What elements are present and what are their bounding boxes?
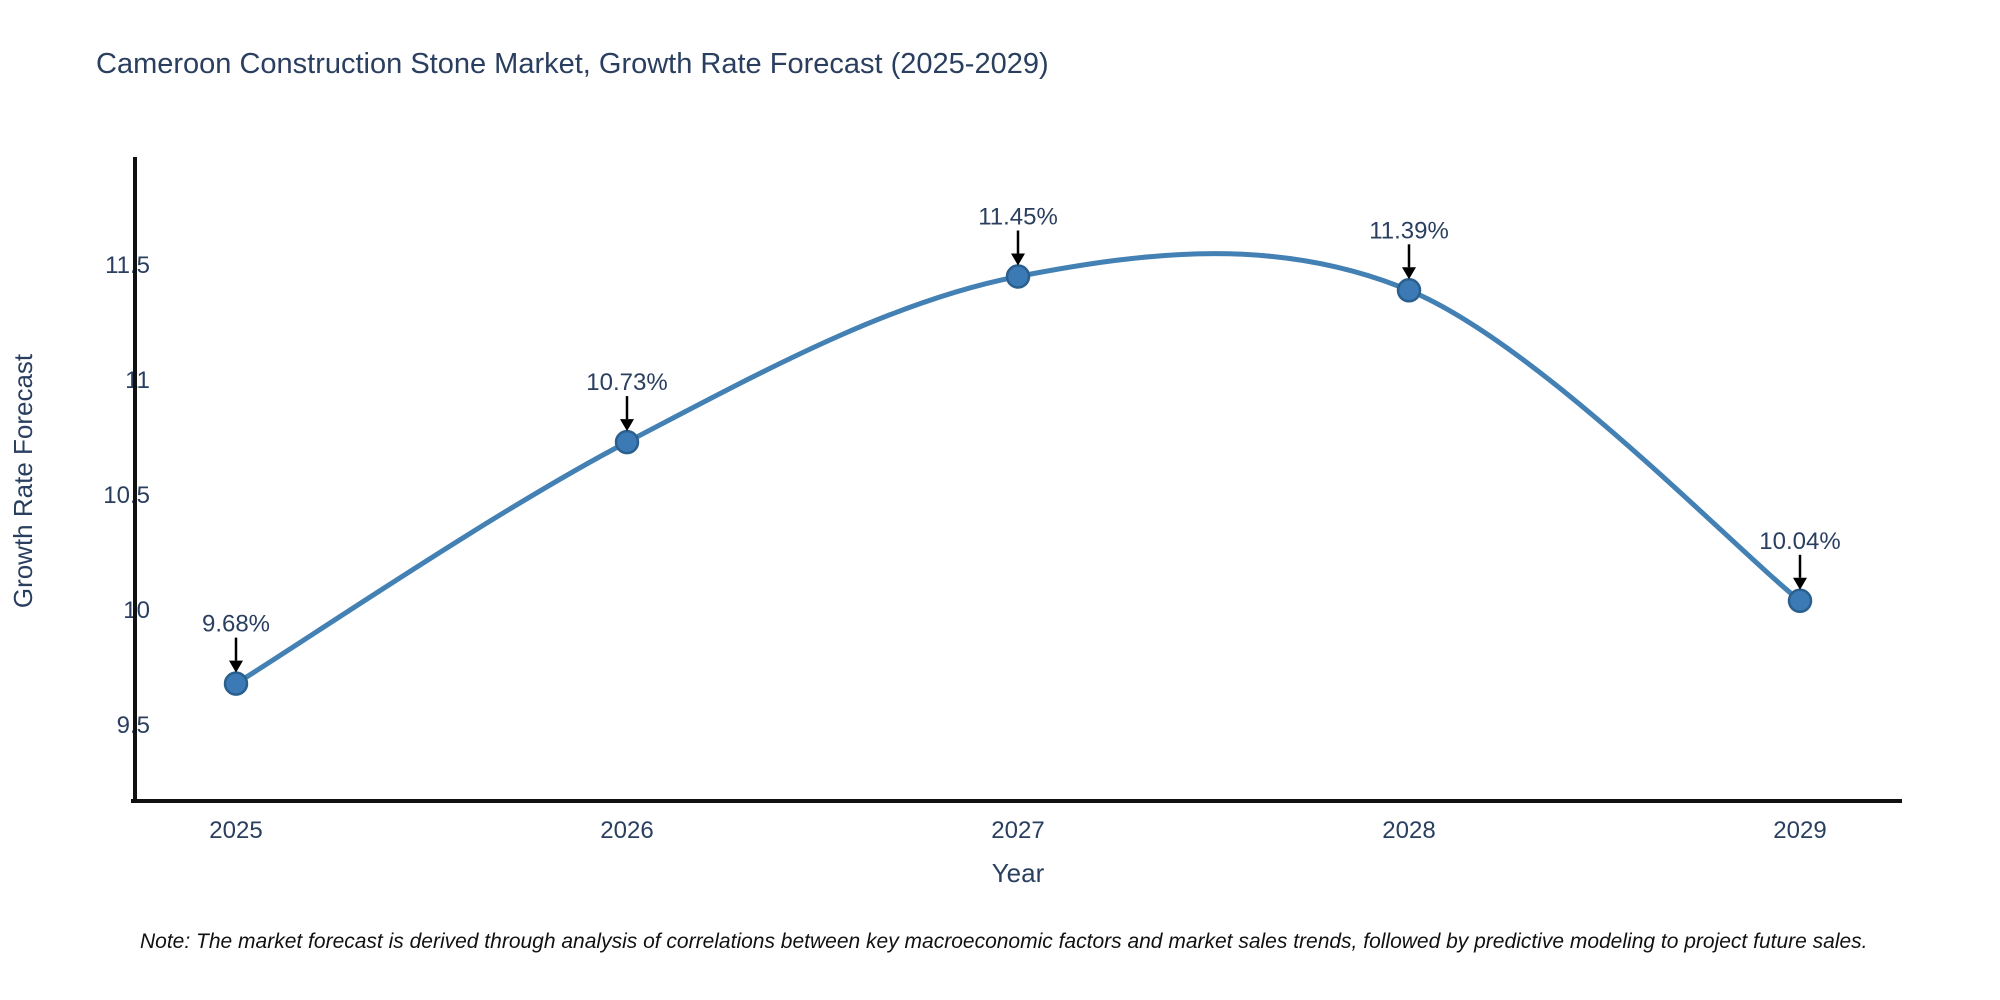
y-tick-label: 11.5	[105, 252, 150, 279]
x-tick-label: 2025	[209, 817, 262, 844]
x-tick-label: 2026	[600, 817, 653, 844]
x-axis-title: Year	[992, 858, 1045, 888]
annotation-arrowhead	[1793, 577, 1807, 590]
data-point-marker	[1005, 264, 1031, 289]
annotation-label: 11.45%	[978, 204, 1058, 231]
annotation-arrowhead	[1402, 267, 1416, 280]
chart-title: Cameroon Construction Stone Market, Grow…	[96, 48, 1049, 80]
x-tick-label: 2028	[1382, 817, 1435, 844]
annotation-label: 11.39%	[1369, 217, 1449, 244]
point-annotation: 10.73%	[586, 369, 668, 432]
annotation-arrowhead	[229, 660, 243, 673]
annotations: 9.68% 10.73% 11.45% 11.39% 10.04%	[202, 204, 1841, 673]
y-tick-label: 11	[125, 367, 150, 394]
annotation-label: 10.73%	[586, 369, 667, 396]
data-point-marker	[223, 671, 249, 696]
x-tick-label: 2027	[991, 817, 1044, 844]
data-point-marker	[1396, 278, 1422, 303]
point-annotation: 10.04%	[1759, 528, 1841, 590]
annotation-label: 9.68%	[202, 611, 270, 638]
data-point-marker	[614, 429, 640, 455]
point-annotation: 11.39%	[1369, 217, 1449, 280]
data-markers	[223, 264, 1813, 696]
y-tick-label: 10.5	[103, 482, 150, 509]
annotation-arrowhead	[620, 419, 634, 432]
point-annotation: 9.68%	[202, 611, 270, 673]
annotation-arrowhead	[1011, 253, 1025, 266]
footnote: Note: The market forecast is derived thr…	[140, 930, 1868, 953]
y-axis-title: Growth Rate Forecast	[8, 353, 38, 608]
point-annotation: 11.45%	[978, 204, 1058, 266]
x-tick-label: 2029	[1773, 817, 1826, 844]
forecast-line	[234, 251, 1802, 686]
annotation-label: 10.04%	[1759, 528, 1840, 555]
data-point-marker	[1787, 588, 1813, 614]
x-axis-ticks: 2025 2026 2027 2028 2029	[209, 817, 1826, 844]
